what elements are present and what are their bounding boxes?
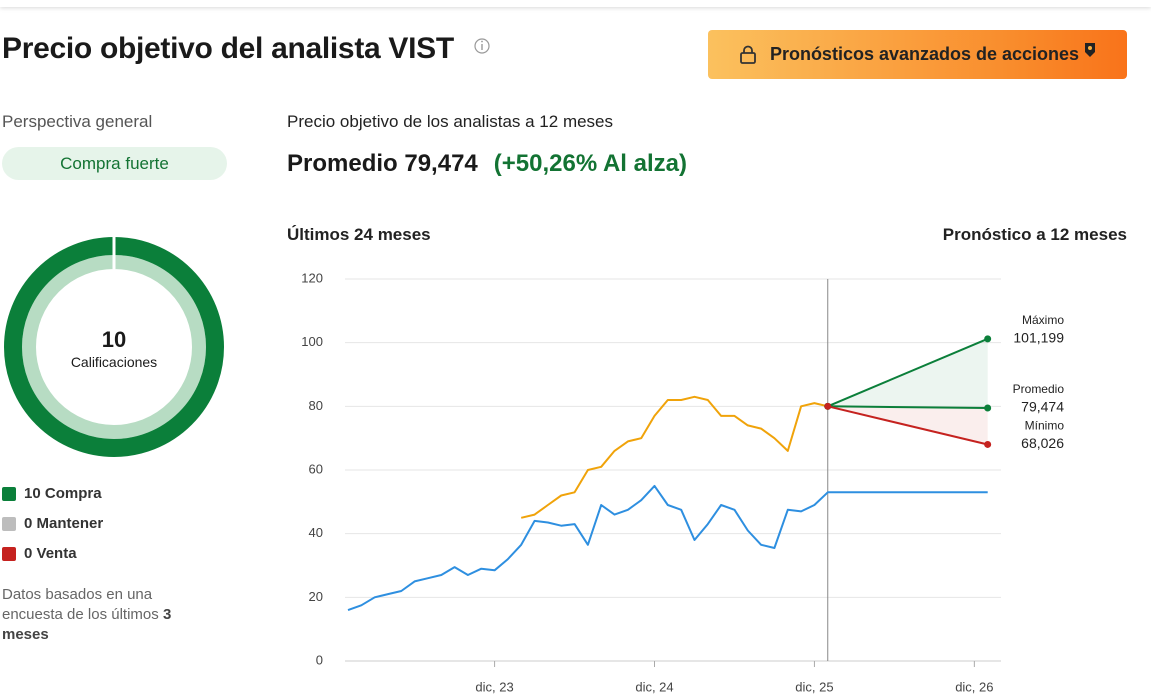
legend-count: 10 xyxy=(24,485,41,502)
forecast-name: Promedio xyxy=(1013,382,1065,396)
average-label: Promedio xyxy=(287,150,398,177)
line-series xyxy=(827,405,988,446)
legend-count: 0 xyxy=(24,545,33,562)
legend-label: Mantener xyxy=(36,515,104,532)
average-text: Promedio 79,474 xyxy=(287,150,478,178)
line-series xyxy=(827,337,989,408)
forecast-name: Mínimo xyxy=(1025,419,1065,433)
x-tick-label: dic, 23 xyxy=(475,679,513,694)
forecast-value: 101,199 xyxy=(1013,330,1064,346)
info-circle xyxy=(474,38,490,54)
y-tick-label: 40 xyxy=(309,525,323,540)
x-tick-label: dic, 24 xyxy=(635,679,673,694)
forecast-name: Máximo xyxy=(1022,313,1064,327)
x-tick-label: dic, 26 xyxy=(955,679,993,694)
lock-icon xyxy=(740,45,756,64)
legend-text: 0 Mantener xyxy=(24,515,103,532)
forecast-point xyxy=(984,335,992,343)
y-tick-label: 80 xyxy=(309,398,323,413)
survey-note: Datos basados en una encuesta de los últ… xyxy=(2,585,202,645)
forecast-point xyxy=(984,404,992,412)
legend-item: 10 Compra xyxy=(2,485,102,502)
legend-text: 10 Compra xyxy=(24,485,102,502)
legend-text: 0 Venta xyxy=(24,545,77,562)
ratings-total: 10 xyxy=(101,327,127,352)
upside: (+50,26% Al alza) xyxy=(493,150,687,177)
legend-count: 0 xyxy=(24,515,33,532)
forecast-point xyxy=(984,440,992,448)
legend-swatch xyxy=(2,486,16,501)
premium-button[interactable]: Pronósticos avanzados de acciones xyxy=(708,30,1127,79)
y-tick-label: 20 xyxy=(309,589,323,604)
info-dot xyxy=(481,40,483,43)
y-tick-label: 120 xyxy=(301,270,323,285)
y-tick-label: 0 xyxy=(316,652,323,667)
line-series xyxy=(347,484,988,612)
past-label: Últimos 24 meses xyxy=(287,225,431,244)
forecast-value: 68,026 xyxy=(1021,435,1064,451)
average-line: Promedio 79,474 (+50,26% Al alza) xyxy=(287,150,687,178)
note-text: Datos basados en una encuesta de los últ… xyxy=(2,586,159,623)
forecast-point xyxy=(824,402,832,410)
legend-label: Compra xyxy=(44,485,102,502)
page-title: Precio objetivo del analista VIST xyxy=(2,32,454,65)
line-series xyxy=(827,405,988,409)
top-bar xyxy=(0,0,1151,7)
overview-title: Perspectiva general xyxy=(2,112,153,131)
legend-swatch xyxy=(2,516,16,531)
y-tick-label: 100 xyxy=(301,334,323,349)
legend-item: 0 Mantener xyxy=(2,515,103,532)
y-tick-label: 60 xyxy=(309,461,323,476)
note-emphasis: 3 meses xyxy=(2,606,172,643)
average-value: 79,474 xyxy=(404,150,478,177)
forecast-label: Pronóstico a 12 meses xyxy=(942,225,1127,244)
info-icon[interactable] xyxy=(474,38,490,54)
forecast-value: 79,474 xyxy=(1021,399,1064,415)
legend-label: Venta xyxy=(36,545,77,562)
consensus-pill: Compra fuerte xyxy=(2,147,227,180)
button-label: Pronósticos avanzados de acciones xyxy=(769,44,1080,64)
line-series xyxy=(520,395,829,519)
target-title: Precio objetivo de los analistas a 12 me… xyxy=(287,112,614,131)
donut-gap xyxy=(112,237,116,269)
x-tick-label: dic, 25 xyxy=(795,679,833,694)
legend-item: 0 Venta xyxy=(2,545,77,562)
ratings-total-label: Calificaciones xyxy=(70,354,158,370)
legend-swatch xyxy=(2,546,16,561)
brand-icon xyxy=(1085,42,1096,57)
